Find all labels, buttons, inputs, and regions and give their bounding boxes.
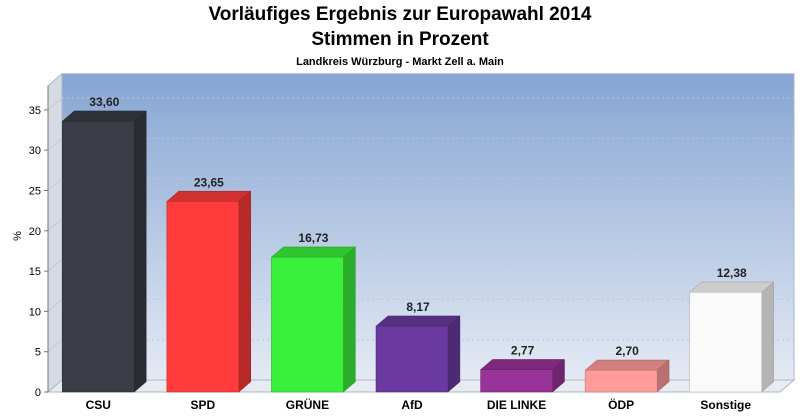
x-tick-label: CSU — [86, 398, 111, 412]
x-tick-label: DIE LINKE — [487, 398, 546, 412]
bar-side — [134, 110, 147, 393]
y-tick-label: 35 — [29, 105, 41, 117]
bar-top — [584, 359, 670, 371]
bar — [62, 120, 135, 393]
bar-value-label: 2,70 — [615, 344, 639, 358]
bar-value-label: 12,38 — [717, 266, 747, 280]
grid-line-side — [47, 299, 63, 312]
bar — [689, 291, 762, 393]
bar-top — [270, 246, 357, 258]
y-tick-label: 5 — [35, 347, 41, 359]
bar-top — [689, 281, 775, 293]
y-tick-label: 30 — [29, 145, 41, 157]
x-tick-label: SPD — [191, 398, 216, 412]
y-tick-label: 15 — [29, 266, 41, 278]
bar-side — [238, 190, 252, 393]
grid-line-side — [47, 218, 63, 232]
x-axis: CSU SPD GRÜNE AfD DIE LINKE ÖDP Sonstige — [86, 397, 752, 412]
bar — [271, 256, 344, 393]
bar-top — [166, 190, 252, 202]
grid-line-side — [47, 137, 63, 151]
bar-spd: 23,65 — [166, 175, 252, 393]
bar-side — [343, 246, 356, 393]
bar-value-label: 33,60 — [89, 95, 119, 109]
bar-value-label: 23,65 — [194, 175, 224, 189]
x-tick-label: AfD — [401, 398, 423, 412]
bar — [584, 369, 658, 393]
chart-title: Vorläufiges Ergebnis zur Europawahl 2014 — [208, 4, 592, 25]
bar-side — [761, 281, 774, 393]
bar-value-label: 8,17 — [406, 300, 430, 314]
x-tick-label: GRÜNE — [286, 397, 329, 412]
bar-grüne: 16,73 — [270, 231, 357, 393]
bar-afd: 8,17 — [375, 300, 461, 393]
bar-top — [375, 315, 461, 327]
y-axis-label: % — [12, 231, 24, 241]
chart-location: Landkreis Würzburg - Markt Zell a. Main — [296, 56, 504, 68]
grid-line-side — [47, 339, 63, 353]
bars: 33,60 23,65 16,73 8,17 2,77 2,70 12,38 — [61, 95, 775, 393]
plot-side-wall — [47, 72, 63, 394]
bar-value-label: 16,73 — [298, 231, 328, 245]
bar-top — [479, 359, 566, 370]
grid-line-side — [47, 258, 63, 272]
y-tick-label: 0 — [35, 387, 41, 399]
y-tick-label: 20 — [29, 226, 41, 238]
bar-ödp: 2,70 — [584, 344, 670, 393]
bar — [480, 369, 553, 393]
bar-side — [447, 315, 461, 393]
bar-value-label: 2,77 — [511, 344, 535, 358]
y-tick-label: 25 — [29, 186, 41, 198]
grid-line-side — [47, 178, 63, 191]
bar-die-linke: 2,77 — [479, 344, 566, 393]
y-axis: 0 5 10 15 20 25 30 35 — [29, 85, 49, 399]
x-tick-label: Sonstige — [700, 398, 751, 412]
bar-sonstige: 12,38 — [689, 266, 775, 393]
bar — [166, 201, 240, 393]
y-tick-label: 10 — [29, 306, 41, 318]
chart-subtitle: Stimmen in Prozent — [311, 29, 489, 50]
bar-top — [61, 110, 147, 122]
x-tick-label: ÖDP — [608, 397, 634, 412]
grid-line-side — [47, 97, 63, 111]
bar-csu: 33,60 — [61, 95, 147, 393]
bar — [375, 325, 449, 393]
